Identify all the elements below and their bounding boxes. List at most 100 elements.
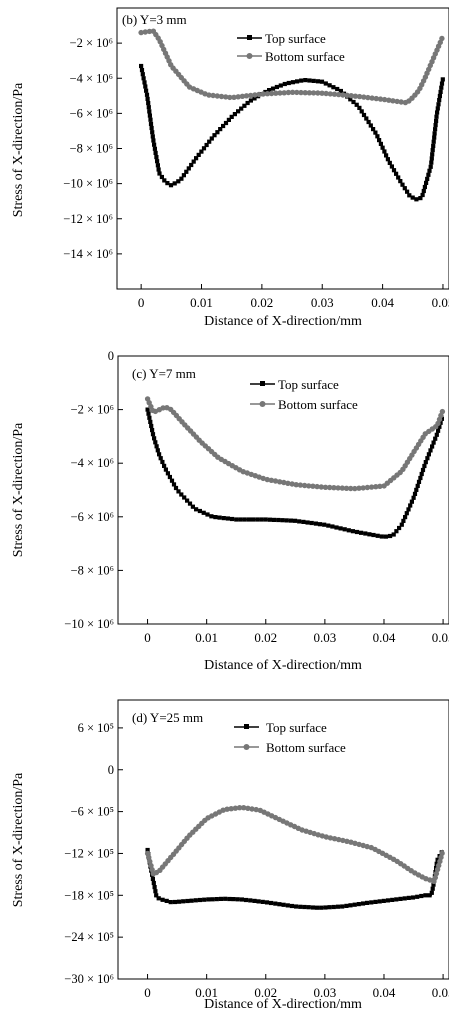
series-top-surface-point (202, 897, 207, 902)
panel-c-plot (144, 396, 446, 539)
series-top-surface-point (290, 80, 295, 85)
series-top-surface-point (437, 424, 442, 429)
series-top-surface-point (273, 901, 278, 906)
series-top-surface-point (294, 904, 299, 909)
panel-d-ylabel: Stress of X-direction/Pa (11, 772, 26, 907)
series-top-surface-point (407, 193, 412, 198)
series-bottom-surface-point (252, 92, 258, 98)
series-bottom-surface-point (281, 479, 287, 486)
series-top-surface-point (422, 184, 427, 190)
series-top-surface-point (350, 529, 355, 534)
series-bottom-surface-point (377, 483, 383, 489)
y-tick-label: −12 × 10⁵ (64, 846, 114, 860)
series-top-surface-point (334, 525, 339, 530)
series-bottom-surface-point (336, 91, 342, 98)
series-top-surface-point (157, 452, 162, 457)
series-top-surface-point (212, 133, 217, 138)
series-bottom-surface-point (315, 90, 321, 96)
y-tick-label: −8 × 10⁶ (70, 142, 113, 156)
series-bottom-surface-point (356, 485, 362, 491)
series-top-surface-point (278, 83, 283, 88)
series-top-surface-point (234, 517, 239, 522)
series-top-surface-point (179, 492, 184, 497)
series-top-surface-point (346, 528, 351, 533)
series-top-surface-point (419, 893, 424, 899)
series-top-surface-point (436, 428, 441, 433)
series-top-surface-point (398, 179, 403, 184)
series-top-surface-point (342, 527, 347, 532)
series-top-surface-point (435, 110, 440, 115)
series-top-surface-point (154, 444, 159, 449)
series-top-surface-point (163, 467, 168, 472)
series-top-surface-point (164, 898, 169, 903)
series-top-surface-point (171, 482, 177, 487)
series-top-surface-point (369, 900, 374, 905)
series-top-surface-point (426, 172, 431, 177)
series-top-surface-point (298, 904, 303, 909)
series-bottom-surface-point (224, 806, 230, 812)
series-top-surface-point (267, 517, 272, 522)
series-bottom-surface-point (335, 485, 341, 491)
series-top-surface-point (412, 491, 418, 496)
series-top-surface-point (176, 489, 181, 494)
series-bottom-surface-point (241, 805, 247, 811)
series-top-surface-point (434, 114, 439, 119)
series-top-surface-point (285, 903, 290, 908)
series-bottom-surface-point (273, 90, 279, 96)
series-top-surface-point (260, 899, 265, 904)
series-top-surface-point (317, 522, 323, 527)
panel-b-plot (138, 28, 445, 202)
series-top-surface-point (141, 76, 146, 81)
series-bottom-surface-point (297, 482, 304, 488)
series-bottom-surface-point (281, 90, 287, 96)
legend-top-marker (244, 724, 249, 729)
series-bottom-surface-point (439, 850, 445, 856)
panel-d-ticks: 0 0.01 0.02 0.03 0.04 0.05 6 × 10⁵ 0 −6 × 10⁵ −12… (64, 721, 449, 1000)
series-top-surface-point (327, 83, 332, 88)
series-top-surface-point (281, 902, 286, 907)
series-top-surface-point (155, 159, 160, 164)
series-top-surface-point (252, 96, 257, 101)
series-top-surface-point (142, 80, 147, 85)
series-top-surface-point (218, 127, 223, 132)
series-bottom-surface-point (239, 93, 246, 100)
series-top-surface-point (172, 899, 177, 905)
series-top-surface-point (301, 519, 306, 524)
series-top-surface-point (231, 897, 236, 902)
legend-top-marker (247, 35, 252, 40)
series-bottom-surface-point (268, 477, 275, 483)
legend-bottom-marker (243, 744, 250, 750)
series-top-surface-point (150, 130, 155, 135)
series-bottom-surface-line (146, 806, 444, 883)
panel-c: (c) Y=7 mm Distance of X-direction/mm St… (11, 349, 449, 673)
series-top-surface-point (427, 893, 432, 898)
panel-d-subtitle: (d) Y=25 mm (132, 710, 203, 725)
series-bottom-surface-point (436, 862, 442, 869)
series-top-surface-point (406, 507, 411, 512)
series-top-surface-point (252, 898, 257, 903)
series-top-surface-point (361, 112, 367, 118)
x-tick-label: 0.03 (314, 985, 337, 1000)
series-top-surface-point (418, 196, 423, 201)
series-top-surface-point (153, 889, 158, 894)
series-top-surface-point (297, 519, 302, 524)
legend-top-label: Top surface (266, 720, 327, 735)
panel-d-xlabel: Distance of X-direction/mm (204, 997, 362, 1012)
series-top-surface-point (315, 79, 320, 84)
series-bottom-surface-point (331, 91, 338, 97)
series-top-surface-point (430, 152, 435, 157)
series-top-surface-point (380, 145, 385, 150)
series-top-surface-point (145, 847, 150, 853)
series-top-surface-point (160, 459, 165, 465)
series-bottom-surface-point (223, 94, 229, 100)
series-bottom-surface-point (248, 92, 254, 99)
series-top-surface-point (276, 517, 281, 523)
series-top-surface-point (152, 142, 157, 147)
series-bottom-surface-point (236, 805, 243, 811)
series-bottom-surface-point (142, 29, 148, 35)
series-bottom-surface-point (352, 485, 358, 492)
series-top-surface-point (405, 189, 410, 194)
series-top-surface-point (162, 178, 167, 183)
series-bottom-surface-point (245, 805, 251, 811)
series-top-surface-point (377, 899, 382, 904)
